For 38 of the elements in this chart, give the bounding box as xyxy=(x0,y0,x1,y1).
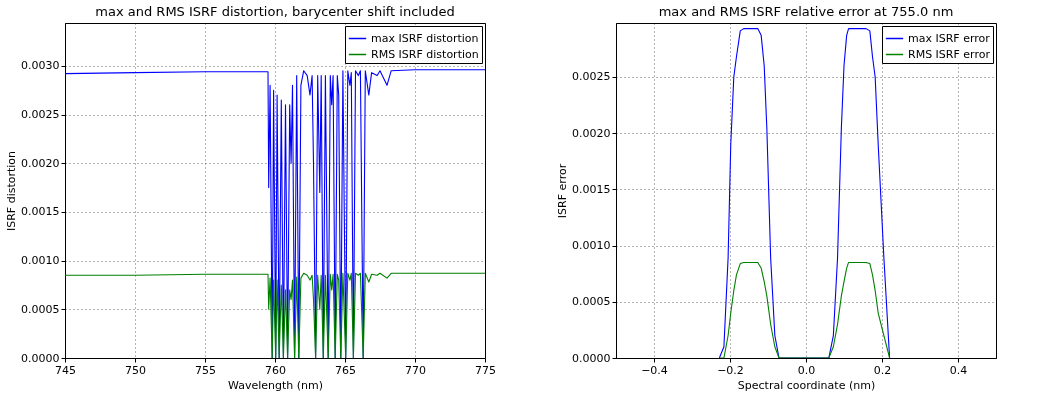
y-tick-label: 0.0005 xyxy=(572,295,611,309)
x-tick-label: 0.4 xyxy=(949,363,968,377)
chart-title: max and RMS ISRF relative error at 755.0 nm xyxy=(658,4,954,19)
y-axis-title: ISRF error xyxy=(556,163,570,219)
legend-label: max ISRF error xyxy=(908,31,991,45)
x-axis-title: Spectral coordinate (nm) xyxy=(737,378,876,392)
x-tick-label: 0.0 xyxy=(797,363,816,377)
x-tick-label: 775 xyxy=(475,363,496,377)
y-tick-label: 0.0020 xyxy=(21,156,60,170)
y-tick-label: 0.0010 xyxy=(572,239,611,253)
x-tick-label: −0.2 xyxy=(717,363,744,377)
y-tick-label: 0.0030 xyxy=(21,59,60,73)
y-tick-label: 0.0015 xyxy=(21,205,60,219)
line-series xyxy=(65,272,485,358)
legend-label: max ISRF distortion xyxy=(371,31,479,45)
y-tick-label: 0.0025 xyxy=(572,70,611,84)
x-tick-label: 755 xyxy=(195,363,216,377)
y-tick-label: 0.0010 xyxy=(21,254,60,268)
x-tick-label: 750 xyxy=(125,363,146,377)
x-tick-label: 760 xyxy=(265,363,286,377)
x-axis-title: Wavelength (nm) xyxy=(227,378,324,392)
y-tick-label: 0.0005 xyxy=(21,302,60,316)
y-axis-title: ISRF distortion xyxy=(5,150,19,232)
y-tick-label: 0.0000 xyxy=(21,351,60,365)
x-tick-label: −0.4 xyxy=(641,363,668,377)
line-series xyxy=(718,28,891,358)
legend-label: RMS ISRF error xyxy=(908,47,991,61)
line-series xyxy=(718,261,891,358)
y-tick-label: 0.0015 xyxy=(572,182,611,196)
x-tick-label: 0.2 xyxy=(873,363,892,377)
y-tick-label: 0.0020 xyxy=(572,126,611,140)
chart-title: max and RMS ISRF distortion, barycenter shift included xyxy=(95,4,455,19)
y-tick-label: 0.0000 xyxy=(572,351,611,365)
x-tick-label: 765 xyxy=(335,363,356,377)
x-tick-label: 770 xyxy=(405,363,426,377)
legend-label: RMS ISRF distortion xyxy=(371,47,479,61)
x-tick-label: 745 xyxy=(55,363,76,377)
y-tick-label: 0.0025 xyxy=(21,108,60,122)
